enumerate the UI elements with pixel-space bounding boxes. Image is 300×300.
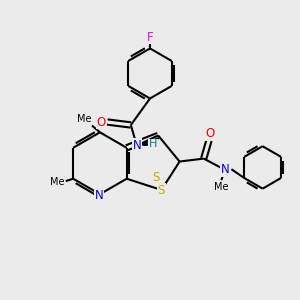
Text: N: N [95, 189, 104, 202]
Text: N: N [132, 139, 141, 152]
Text: O: O [96, 116, 106, 128]
Text: N: N [220, 163, 229, 176]
Text: S: S [152, 171, 160, 184]
Text: Me: Me [214, 182, 229, 192]
Text: Me: Me [76, 114, 91, 124]
Text: Me: Me [50, 177, 64, 187]
Text: H: H [149, 139, 157, 149]
Text: O: O [205, 128, 214, 140]
Text: S: S [158, 184, 165, 197]
Text: F: F [147, 31, 153, 44]
